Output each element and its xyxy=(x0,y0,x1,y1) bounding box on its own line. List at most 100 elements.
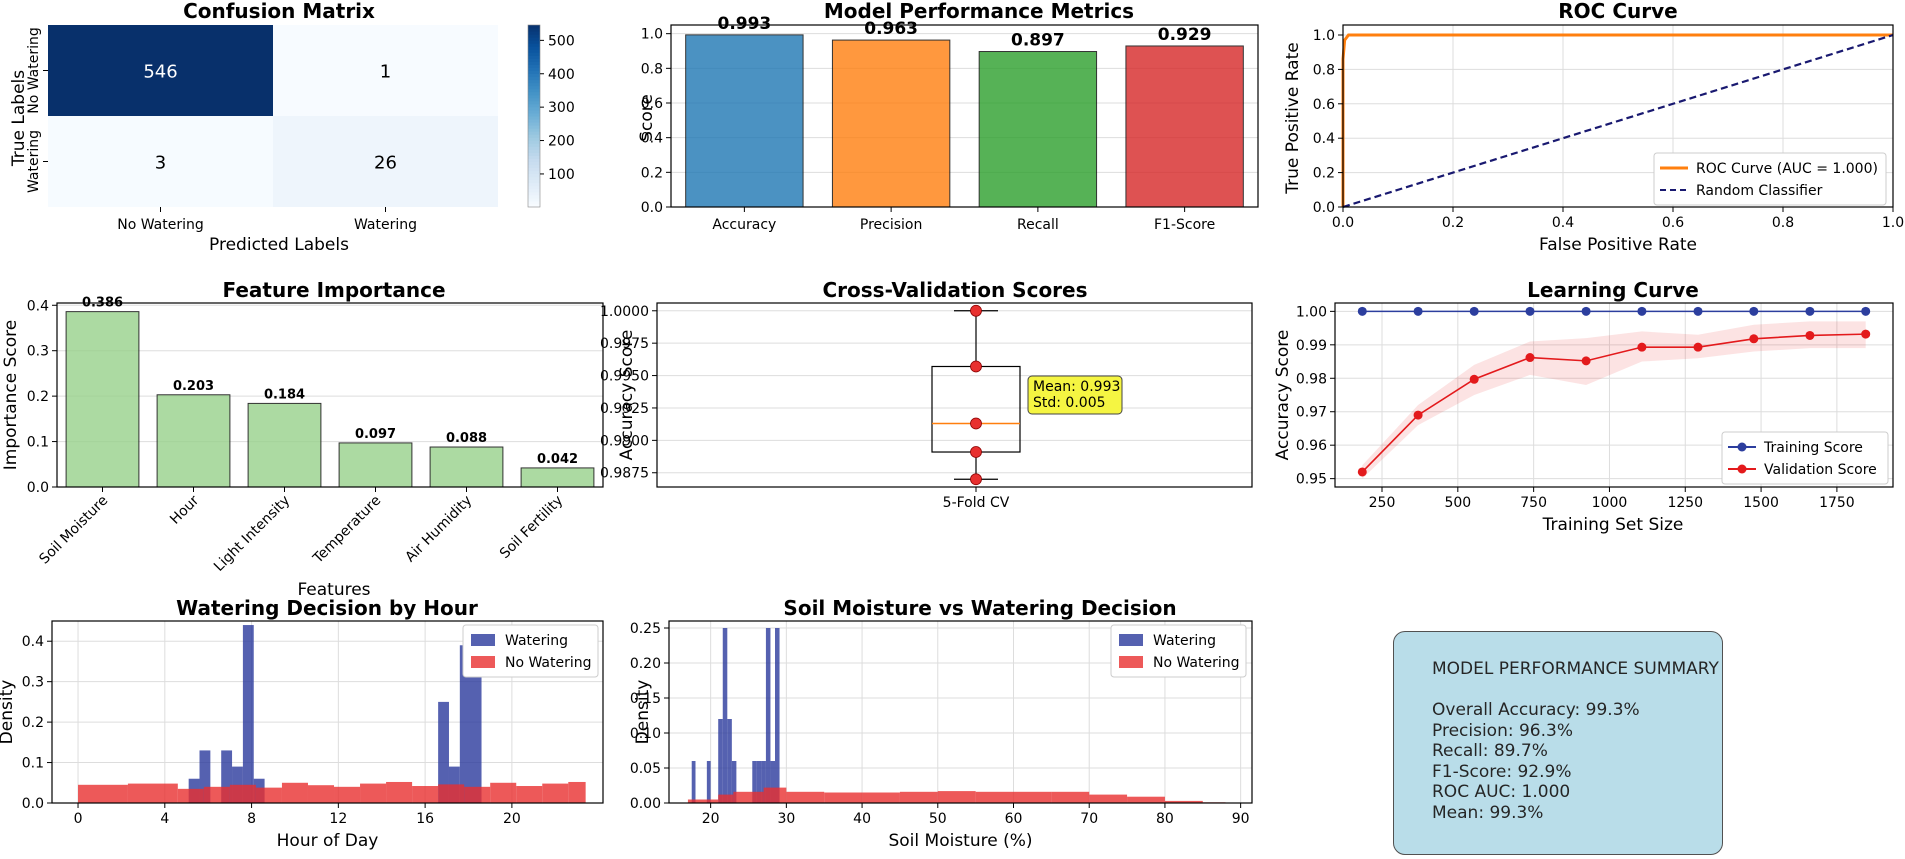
learning-legend-entry: Validation Score xyxy=(1764,462,1877,478)
soil-moisture-histogram-x-tick-label: 30 xyxy=(777,811,795,827)
colorbar-segment xyxy=(528,76,540,81)
feature-bar xyxy=(338,442,413,488)
hour-histogram-y-tick-label: 0.3 xyxy=(22,675,44,691)
soil-moisture-histogram-legend-swatch xyxy=(1119,656,1143,668)
colorbar-segment xyxy=(528,82,540,87)
hour-histogram-x-tick-label: 4 xyxy=(160,811,169,827)
no-watering-histogram-bin xyxy=(542,783,569,803)
no-watering-histogram-bin xyxy=(1051,791,1090,803)
no-watering-histogram-bin xyxy=(177,788,204,803)
cv-y-tick-label: 0.9925 xyxy=(600,401,649,417)
colorbar-segment xyxy=(528,200,540,205)
no-watering-histogram-bin xyxy=(203,786,230,803)
colorbar-segment xyxy=(528,40,540,44)
learning-x-axis-label: Training Set Size xyxy=(1542,515,1684,535)
feature-x-tick-label: Hour xyxy=(167,492,202,527)
hour-histogram-y-tick-label: 0.2 xyxy=(22,715,44,731)
colorbar-segment xyxy=(528,188,540,193)
watering-histogram-bin xyxy=(722,628,728,803)
cv-annotation-box xyxy=(1027,375,1123,415)
random-classifier-line xyxy=(1342,33,1894,209)
colorbar-segment xyxy=(528,100,540,105)
colorbar-segment xyxy=(528,116,540,120)
colorbar-tick-label: 200 xyxy=(548,134,575,150)
colorbar-segment xyxy=(528,128,540,132)
no-watering-histogram-bin xyxy=(1013,791,1052,803)
cv-y-tick-label: 0.9975 xyxy=(600,336,649,352)
soil-moisture-histogram-x-tick-label: 60 xyxy=(1005,811,1023,827)
soil-moisture-histogram-title: Soil Moisture vs Watering Decision xyxy=(783,596,1176,620)
cv-fold-point xyxy=(970,473,982,486)
colorbar-segment xyxy=(528,112,540,117)
soil-moisture-histogram-x-tick-label: 20 xyxy=(702,811,720,827)
learning-x-tick-label: 250 xyxy=(1369,495,1396,511)
feature-importance-title: Feature Importance xyxy=(222,278,445,302)
roc-y-tick-label: 1.0 xyxy=(1313,28,1335,44)
feature-x-tick-label: Light Intensity xyxy=(211,493,293,575)
watering-histogram-bin xyxy=(752,761,757,803)
cv-fold-point xyxy=(970,360,982,373)
learning-y-tick-label: 0.99 xyxy=(1296,338,1327,354)
colorbar-segment xyxy=(528,64,540,68)
colorbar-segment xyxy=(528,88,540,93)
no-watering-histogram-bin xyxy=(229,784,256,803)
colorbar-segment xyxy=(528,167,540,172)
metrics-y-tick-label: 0.2 xyxy=(641,165,663,181)
hour-histogram-x-tick-label: 16 xyxy=(416,811,434,827)
colorbar-segment xyxy=(528,52,540,56)
colorbar-segment xyxy=(528,106,540,111)
roc-title: ROC Curve xyxy=(1558,0,1677,23)
confusion-x-axis-label: Predicted Labels xyxy=(209,235,349,255)
watering-histogram-bin xyxy=(731,761,737,803)
soil-moisture-histogram-x-tick-label: 50 xyxy=(929,811,947,827)
soil-moisture-histogram-y-axis-label: Density xyxy=(633,680,653,745)
metrics-x-tick-label: Precision xyxy=(860,217,922,233)
confusion-cell-value: 3 xyxy=(155,153,166,174)
no-watering-histogram-bin xyxy=(899,791,938,803)
soil-moisture-histogram-legend-swatch xyxy=(1119,634,1143,646)
watering-histogram-bin xyxy=(761,761,766,803)
soil-moisture-histogram-x-tick-label: 90 xyxy=(1232,811,1250,827)
validation-score-point xyxy=(1693,342,1703,352)
validation-std-band xyxy=(1362,321,1866,479)
cv-title: Cross-Validation Scores xyxy=(822,278,1087,302)
colorbar-segment xyxy=(528,134,540,138)
watering-histogram-bin xyxy=(242,625,254,803)
soil-moisture-histogram-x-axis-label: Soil Moisture (%) xyxy=(888,831,1032,851)
roc-y-tick-label: 0.8 xyxy=(1313,62,1335,78)
colorbar-segment xyxy=(528,85,540,90)
no-watering-histogram-bin xyxy=(464,786,491,803)
metrics-y-axis-label: Score xyxy=(637,94,657,142)
no-watering-histogram-bin xyxy=(975,791,1014,803)
roc-y-tick-label: 0.0 xyxy=(1313,200,1335,216)
colorbar-segment xyxy=(528,109,540,114)
feature-bar xyxy=(429,446,504,488)
no-watering-histogram-bin xyxy=(718,794,734,803)
colorbar-segment xyxy=(528,97,540,102)
cv-y-axis-label: Accuracy Score xyxy=(617,330,637,461)
no-watering-histogram-bin xyxy=(516,786,543,803)
watering-histogram-bin xyxy=(459,645,482,803)
confusion-y-axis-label: True Labels xyxy=(9,70,29,167)
summary-line-roc-auc: ROC AUC: 1.000 xyxy=(1432,782,1571,802)
no-watering-histogram-bin xyxy=(334,786,361,803)
colorbar-segment xyxy=(528,43,540,47)
metric-bar-label: 0.993 xyxy=(717,14,771,34)
hour-histogram-y-tick-label: 0.1 xyxy=(22,756,44,772)
metric-bar xyxy=(685,34,804,208)
cv-y-tick-label: 1.0000 xyxy=(600,304,649,320)
roc-legend-entry: ROC Curve (AUC = 1.000) xyxy=(1696,161,1878,177)
learning-x-tick-label: 1500 xyxy=(1743,495,1779,511)
learning-y-tick-label: 1.00 xyxy=(1296,304,1327,320)
roc-x-tick-label: 0.2 xyxy=(1442,215,1464,231)
colorbar-segment xyxy=(528,125,540,129)
feature-y-tick-label: 0.4 xyxy=(27,298,49,314)
colorbar-tick-label: 300 xyxy=(548,100,575,116)
feature-bar xyxy=(65,311,140,488)
roc-y-tick-label: 0.2 xyxy=(1313,166,1335,182)
colorbar-segment xyxy=(528,119,540,123)
colorbar-segment xyxy=(528,91,540,96)
validation-score-point xyxy=(1581,356,1591,366)
cv-fold-point xyxy=(970,304,982,317)
